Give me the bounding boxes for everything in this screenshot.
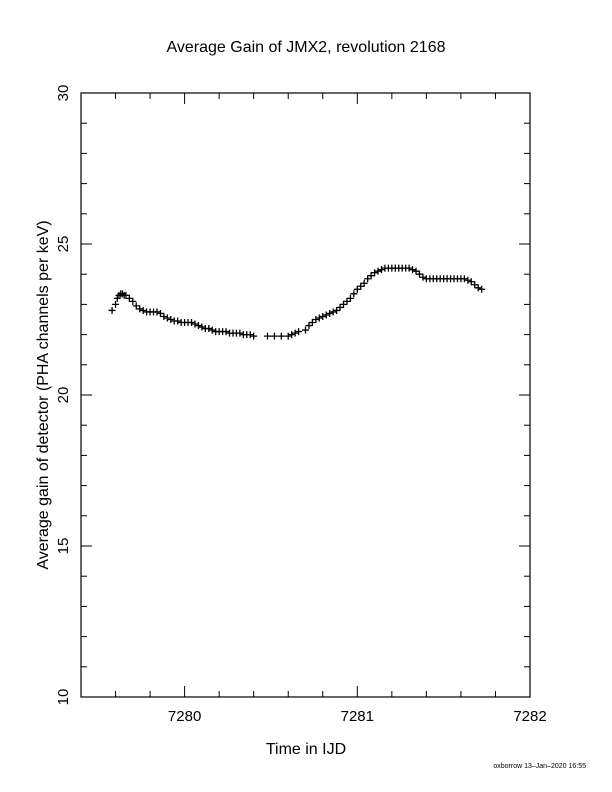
data-point [264,332,272,340]
y-tick-label: 15 [55,538,72,555]
data-point [160,312,168,320]
data-point [471,281,479,289]
data-point [460,275,468,283]
data-point [412,267,420,275]
axis-ticks [80,92,531,698]
data-point [295,328,303,336]
x-tick-label: 7280 [168,708,201,725]
data-point [167,316,175,323]
chart-title: Average Gain of JMX2, revolution 2168 [167,39,446,56]
data-point [191,320,199,328]
axis-tick-labels: 7280 7281 7282 10 15 20 25 30 [55,85,547,725]
data-point [326,309,334,317]
data-point [277,332,285,340]
data-point [478,285,486,293]
x-tick-label: 7282 [513,708,546,725]
data-point [222,328,230,336]
y-tick-label: 10 [55,689,72,706]
y-axis-label: Average gain of detector (PHA channels p… [35,220,52,569]
data-point [125,294,133,302]
data-points [108,264,486,340]
x-tick-label: 7281 [341,708,374,725]
data-point [312,316,320,323]
data-point [322,311,330,319]
data-point [270,332,278,340]
data-point [250,332,258,340]
data-point [339,300,347,308]
data-point [288,331,296,339]
data-point [357,282,365,290]
data-point [371,269,379,277]
data-point [319,312,327,320]
data-point [474,284,482,292]
data-point [174,317,182,325]
data-point [246,331,254,339]
x-axis-label: Time in IJD [266,741,346,758]
y-tick-label: 30 [55,85,72,102]
data-point [419,273,427,281]
data-point [308,319,316,327]
data-point [343,297,351,305]
data-point [467,278,475,286]
data-point [346,294,354,302]
data-point [129,297,137,305]
data-point [405,264,413,272]
data-point [208,326,216,334]
data-point [122,291,130,299]
data-point [336,303,344,311]
data-point [367,272,375,280]
data-point [205,325,213,333]
data-point [377,266,385,274]
data-point [132,302,140,310]
data-point [198,323,206,331]
timestamp-footer: oxborrow 13–Jan–2020 16:55 [493,763,586,770]
data-point [415,270,423,278]
data-point [284,332,292,340]
data-point [329,308,337,316]
data-point [302,326,309,334]
plot-frame [80,92,531,698]
data-point [305,322,313,330]
data-point [108,306,116,314]
data-point [333,306,341,314]
data-point [188,319,196,327]
data-point [118,290,126,298]
data-point [236,329,244,337]
data-point [156,309,164,317]
data-point [139,306,147,314]
data-point [315,314,323,322]
data-point [194,322,202,330]
y-tick-label: 20 [55,387,72,404]
data-point [364,275,372,283]
data-point [112,300,120,308]
data-point [153,308,161,316]
data-point [291,329,299,337]
data-point [353,285,361,293]
data-point [360,279,368,287]
data-point [464,276,472,284]
data-point [350,290,358,298]
data-point [136,305,144,313]
data-point [374,267,382,275]
data-point [163,314,171,322]
y-tick-label: 25 [55,236,72,253]
data-point [409,266,417,274]
